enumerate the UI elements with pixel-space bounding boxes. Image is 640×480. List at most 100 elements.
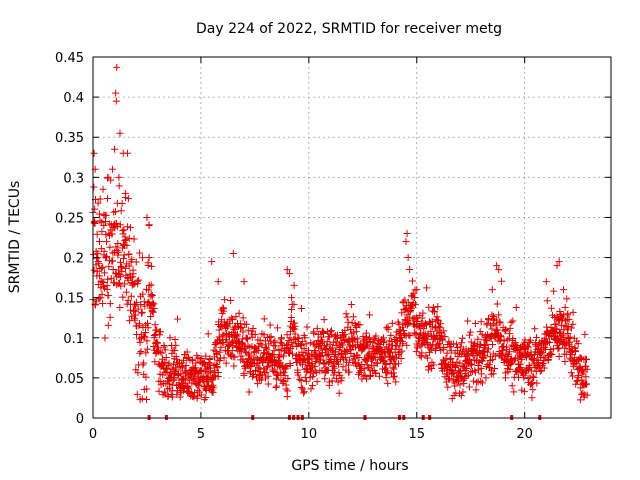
data-point [291,322,299,330]
data-point [143,337,151,345]
data-point [131,316,139,324]
data-point [116,129,124,137]
data-point [282,381,290,389]
data-point [132,311,140,319]
data-point [95,295,103,303]
data-point [489,356,497,364]
data-point [133,298,141,306]
data-point [395,351,403,359]
data-point [141,329,149,337]
data-point [520,388,528,396]
data-point [482,374,490,382]
data-point [165,359,173,367]
data-point [164,392,172,400]
data-point [348,319,356,327]
data-point [120,240,128,248]
data-point [313,324,321,332]
data-point [353,362,361,370]
data-point [106,313,114,321]
data-point [148,262,156,270]
data-point [229,315,237,323]
data-point [429,303,437,311]
data-point [112,243,120,251]
data-point [484,345,492,353]
data-point [151,321,159,329]
data-point [99,185,107,193]
data-point [109,265,117,273]
data-point [548,351,556,359]
data-point [137,348,145,356]
data-point [311,346,319,354]
data-point [328,344,336,352]
data-point [150,331,158,339]
data-point [95,259,103,267]
data-point [143,385,151,393]
data-point [378,354,386,362]
data-point [217,343,225,351]
data-point [540,364,548,372]
data-point [128,255,136,263]
data-point [141,333,149,341]
data-point [583,355,591,363]
data-point [583,365,591,373]
data-point [508,382,516,390]
data-point [433,313,441,321]
data-point [495,266,503,274]
data-point [145,254,153,262]
data-point [532,333,540,341]
data-point [452,340,460,348]
data-point [166,334,174,342]
data-point [115,279,123,287]
y-tick-label: 0.1 [63,332,84,347]
data-point [125,250,133,258]
data-point [138,254,146,262]
y-tick-label: 0.3 [63,171,84,186]
data-point [384,325,392,333]
data-point [447,354,455,362]
data-point [97,264,105,272]
axis-ticks [92,56,611,419]
data-point [427,345,435,353]
data-point [168,393,176,401]
data-point [507,318,515,326]
data-point [300,389,308,397]
data-point [213,363,221,371]
data-point [98,228,106,236]
data-point [266,333,274,341]
data-point [95,210,103,218]
data-point [285,270,293,278]
data-point [496,319,504,327]
data-point [271,342,279,350]
data-point [114,248,122,256]
data-point [566,333,574,341]
data-point [172,355,180,363]
data-point [103,238,111,246]
data-point [317,339,325,347]
data-point [172,366,180,374]
data-point [436,320,444,328]
data-point [277,346,285,354]
data-point [226,320,234,328]
data-point [212,340,220,348]
data-point [574,340,582,348]
data-point [408,302,416,310]
data-point [398,347,406,355]
data-point [300,388,308,396]
data-point [244,335,252,343]
data-point [372,369,380,377]
data-point [195,381,203,389]
data-point [332,338,340,346]
data-point [390,372,398,380]
data-point [101,254,109,262]
data-point [398,323,406,331]
data-point [147,281,155,289]
data-point [460,379,468,387]
data-point [172,341,180,349]
data-point [294,371,302,379]
data-point [162,353,170,361]
data-point [338,374,346,382]
data-point [208,258,216,266]
x-tick-label: 0 [89,427,97,442]
data-point [147,290,155,298]
data-point [290,300,298,308]
